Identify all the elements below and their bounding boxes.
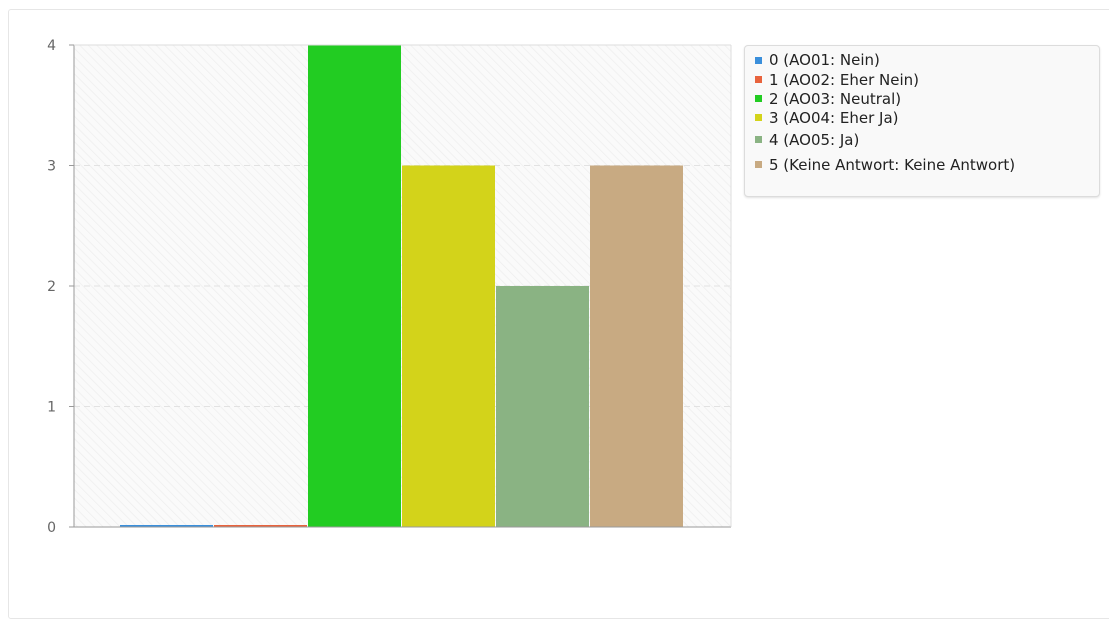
legend-item[interactable]: 1 (AO02: Eher Nein) (755, 70, 1099, 89)
legend-swatch (755, 161, 762, 168)
bar (590, 165, 683, 527)
legend-label: 0 (AO01: Nein) (769, 51, 880, 69)
legend-swatch (755, 136, 762, 143)
legend-label: 5 (Keine Antwort: Keine Antwort) (769, 155, 1016, 174)
y-tick-label: 2 (47, 279, 56, 295)
legend-item[interactable]: 0 (AO01: Nein) (755, 50, 1099, 70)
bar-chart: 0 1 2 3 4 (47, 38, 732, 536)
bar (214, 525, 307, 527)
bars (120, 45, 683, 527)
bar (496, 286, 589, 527)
legend-item[interactable]: 3 (AO04: Eher Ja) (755, 108, 1099, 127)
y-tick-labels: 0 1 2 3 4 (47, 38, 74, 536)
legend-label: 2 (AO03: Neutral) (769, 89, 902, 108)
legend-item[interactable]: 2 (AO03: Neutral) (755, 89, 1099, 108)
legend-swatch (755, 114, 762, 121)
legend-label: 3 (AO04: Eher Ja) (769, 108, 899, 127)
legend-swatch (755, 76, 762, 83)
y-tick-label: 1 (47, 400, 56, 416)
bar (120, 525, 213, 527)
legend-swatch (755, 56, 762, 64)
bar (402, 165, 495, 527)
legend-item[interactable]: 4 (AO05: Ja) (755, 127, 1099, 152)
legend-label: 4 (AO05: Ja) (769, 130, 860, 149)
y-tick-label: 0 (47, 520, 56, 536)
legend-swatch (755, 95, 762, 102)
bar (308, 45, 401, 527)
y-tick-label: 3 (47, 159, 56, 175)
legend-label: 1 (AO02: Eher Nein) (769, 70, 919, 89)
legend: 0 (AO01: Nein) 1 (AO02: Eher Nein) 2 (AO… (744, 45, 1100, 197)
legend-item[interactable]: 5 (Keine Antwort: Keine Antwort) (755, 152, 1099, 177)
y-tick-label: 4 (47, 38, 56, 54)
